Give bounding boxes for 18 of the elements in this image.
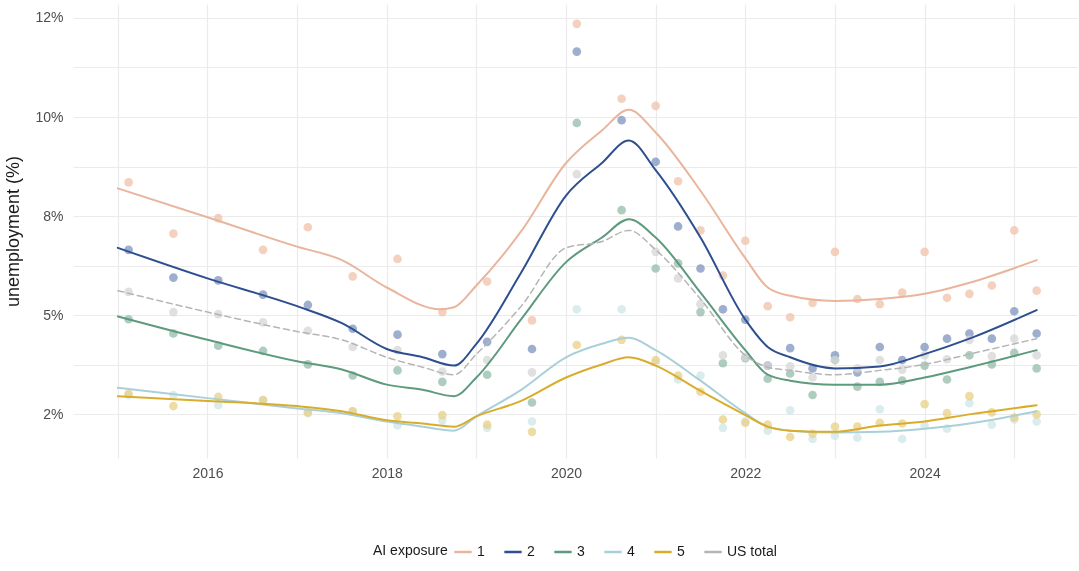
y-tick-label: 8% bbox=[43, 207, 64, 224]
x-tick-label: 2020 bbox=[550, 464, 583, 481]
x-tick-label: 2018 bbox=[371, 464, 404, 481]
legend-label: 4 bbox=[627, 543, 635, 559]
legend-label: US total bbox=[727, 543, 777, 559]
x-tick-label: 2016 bbox=[192, 464, 224, 481]
y-tick-label: 2% bbox=[43, 405, 64, 422]
legend-label: 1 bbox=[477, 543, 485, 559]
legend-label: 3 bbox=[577, 543, 585, 559]
y-tick-label: 10% bbox=[35, 108, 64, 125]
x-tick-label: 2022 bbox=[730, 464, 762, 481]
legend-title: AI exposure bbox=[373, 542, 448, 558]
y-tick-label: 12% bbox=[35, 9, 64, 26]
y-tick-label: 5% bbox=[43, 306, 64, 323]
y-axis-title: unemployment (%) bbox=[3, 155, 24, 308]
legend-label: 2 bbox=[527, 543, 535, 559]
legend-label: 5 bbox=[677, 543, 685, 559]
x-tick-label: 2024 bbox=[909, 464, 941, 481]
